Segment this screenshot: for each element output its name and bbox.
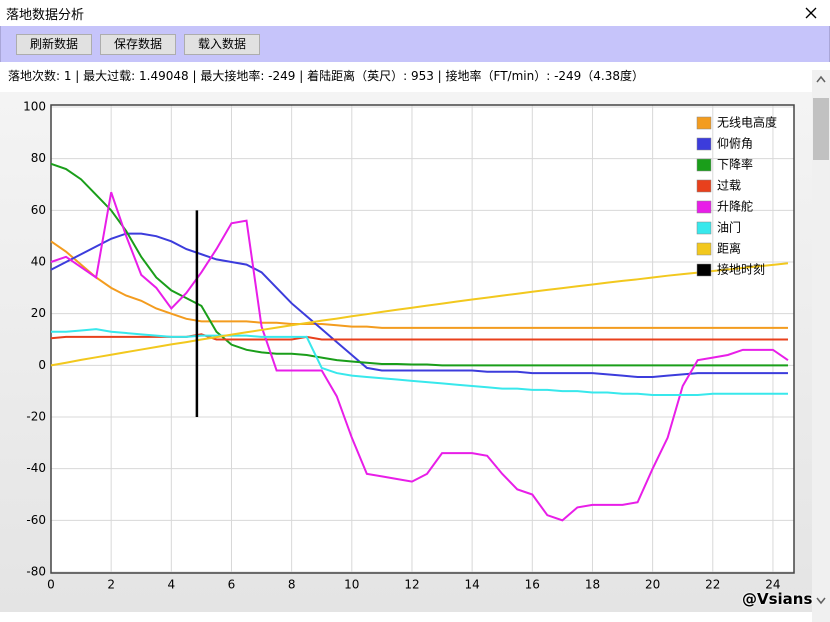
x-tick-label: 4	[168, 578, 176, 592]
y-tick-label: 80	[31, 151, 46, 165]
y-tick-label: 100	[23, 100, 46, 114]
close-button[interactable]	[804, 6, 818, 20]
legend-swatch	[696, 116, 712, 130]
series-line	[51, 328, 788, 397]
x-tick-label: 24	[765, 578, 780, 592]
y-tick-label: -40	[26, 461, 46, 475]
x-tick-label: 12	[404, 578, 419, 592]
refresh-button[interactable]: 刷新数据	[16, 34, 92, 55]
save-button[interactable]: 保存数据	[100, 34, 176, 55]
plot-frame	[50, 104, 795, 574]
x-tick-label: 20	[645, 578, 660, 592]
y-tick-label: -20	[26, 410, 46, 424]
legend-label: 下降率	[717, 157, 753, 172]
legend-swatch	[696, 263, 712, 277]
legend-label: 过载	[717, 179, 741, 193]
watermark: @Vsians	[742, 590, 813, 608]
y-tick-label: 0	[38, 358, 46, 372]
x-tick-label: 2	[107, 578, 115, 592]
x-tick-label: 18	[585, 578, 600, 592]
x-tick-label: 6	[228, 578, 236, 592]
legend-label: 距离	[717, 241, 741, 256]
series-line	[50, 262, 789, 367]
x-tick-label: 0	[47, 578, 55, 592]
series-line	[50, 162, 788, 367]
x-tick-label: 14	[464, 578, 479, 592]
x-tick-label: 10	[344, 578, 359, 592]
legend-swatch	[696, 179, 712, 193]
y-tick-label: 20	[31, 306, 46, 320]
legend-swatch	[696, 158, 712, 172]
legend-swatch	[696, 242, 712, 256]
series-line	[50, 232, 788, 378]
legend-label: 油门	[717, 220, 741, 235]
info-line: 落地次数: 1 | 最大过载: 1.49048 | 最大接地率: -249 | …	[8, 69, 645, 83]
legend-swatch	[696, 200, 712, 214]
y-tick-label: -80	[26, 565, 46, 579]
legend-label: 无线电高度	[717, 115, 777, 130]
window-title: 落地数据分析	[6, 8, 85, 23]
legend-label: 接地时刻	[717, 262, 765, 277]
legend-swatch	[696, 137, 712, 151]
scrollbar[interactable]	[812, 70, 830, 622]
y-tick-label: 40	[31, 255, 46, 269]
x-tick-label: 16	[525, 578, 540, 592]
series-line	[50, 240, 788, 329]
y-tick-label: 60	[31, 203, 46, 217]
legend-label: 升降舵	[717, 199, 753, 214]
y-tick-label: -60	[26, 513, 46, 527]
legend-swatch	[696, 221, 712, 235]
x-tick-label: 8	[288, 578, 296, 592]
legend-label: 仰俯角	[717, 136, 753, 151]
toolbar: 刷新数据 保存数据 载入数据	[0, 26, 830, 62]
series-line	[50, 191, 789, 522]
title-bar: 落地数据分析	[0, 0, 830, 26]
x-tick-label: 22	[705, 578, 720, 592]
load-button[interactable]: 载入数据	[184, 34, 260, 55]
